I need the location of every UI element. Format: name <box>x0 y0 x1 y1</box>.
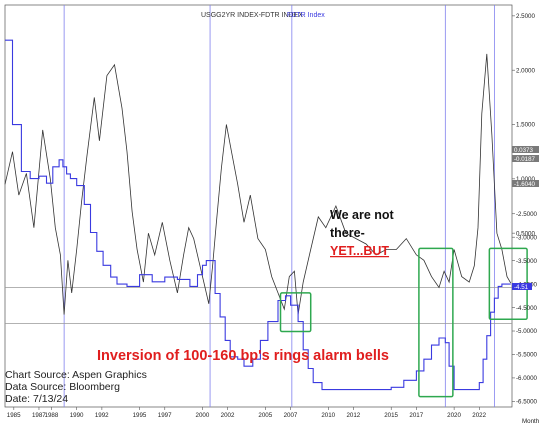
x-tick-label: 2020 <box>447 412 461 419</box>
note-line-1: We are not <box>330 208 395 222</box>
y-tick-label: -5.5000 <box>516 352 538 359</box>
source-line-1: Chart Source: Aspen Graphics <box>5 369 147 381</box>
badge-lower <box>512 180 539 187</box>
y-tick-label: -3.0000 <box>516 234 538 241</box>
badge-middle-label: -0.0187 <box>514 156 536 163</box>
y-tick-label: -5.0000 <box>516 328 538 335</box>
y-tick-label: 2.5000 <box>516 13 535 20</box>
highlight-box <box>418 247 454 398</box>
note-line-2: there- <box>330 226 365 240</box>
y-tick-label: -2.5000 <box>516 211 538 218</box>
y-tick-label: -6.5000 <box>516 399 538 406</box>
chart-title: USGG2YR INDEX-FDTR INDEX <box>201 12 303 19</box>
y-tick-label: 1.0000 <box>516 176 535 183</box>
badge-rate-label: -4.51 <box>514 284 529 291</box>
y-tick-label: -3.5000 <box>516 258 538 265</box>
x-axis-label: Month <box>522 418 540 425</box>
badge-rate <box>512 283 532 290</box>
y-tick-label: -6.0000 <box>516 375 538 382</box>
x-tick-label: 1992 <box>95 412 109 419</box>
y-tick-label: 1.5000 <box>516 122 535 129</box>
y-tick-label: -4.5000 <box>516 305 538 312</box>
x-tick-label: 1987 <box>32 412 46 419</box>
x-tick-label: 2002 <box>221 412 235 419</box>
x-tick-label: 2022 <box>472 412 486 419</box>
plot-area <box>4 4 513 408</box>
x-tick-label: 1988 <box>45 412 59 419</box>
series-fed-rate-line <box>5 39 511 391</box>
x-tick-label: 2007 <box>284 412 298 419</box>
source-line-3: Date: 7/13/24 <box>5 393 68 405</box>
series-group <box>4 39 512 391</box>
reference-lines <box>5 287 512 324</box>
x-tick-label: 1997 <box>158 412 172 419</box>
source-line-2: Data Source: Bloomberg <box>5 381 120 393</box>
x-tick-label: 2005 <box>258 412 272 419</box>
badge-middle <box>512 155 539 162</box>
x-tick-label: 1990 <box>70 412 84 419</box>
note-emphasis: YET...BUT <box>330 244 389 258</box>
x-tick-label: 2017 <box>409 412 423 419</box>
badge-lower-label: -1.6040 <box>514 181 536 188</box>
y-tick-label: 2.0000 <box>516 67 535 74</box>
x-tick-label: 1995 <box>133 412 147 419</box>
chart-title-secondary: FDTR Index <box>287 12 325 19</box>
x-tick-label: 2012 <box>346 412 360 419</box>
y-tick-label: 0.5000 <box>516 230 535 237</box>
badge-upper-label: 0.0373 <box>514 147 533 154</box>
x-tick-label: 2000 <box>196 412 210 419</box>
x-tick-label: 1985 <box>7 412 21 419</box>
headline-annotation: Inversion of 100-160 bp's rings alarm be… <box>97 348 389 364</box>
highlight-box <box>279 292 312 333</box>
badge-upper <box>512 146 539 153</box>
x-tick-label: 2010 <box>321 412 335 419</box>
x-tick-label: 2015 <box>384 412 398 419</box>
